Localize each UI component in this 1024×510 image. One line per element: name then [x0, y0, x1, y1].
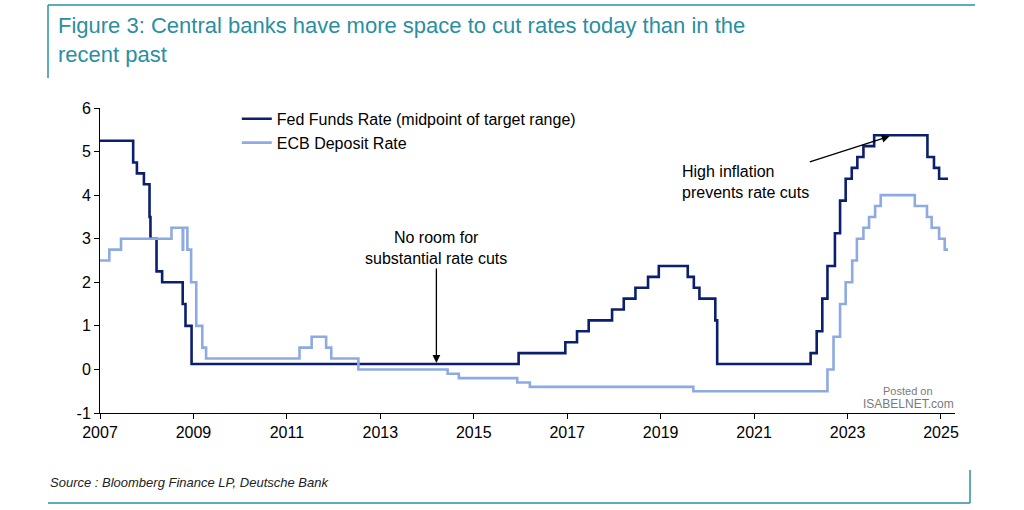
svg-text:2019: 2019 — [643, 424, 679, 441]
svg-text:Source : Bloomberg Finance LP,: Source : Bloomberg Finance LP, Deutsche … — [50, 475, 329, 490]
svg-text:1: 1 — [82, 317, 91, 334]
svg-text:2017: 2017 — [549, 424, 585, 441]
svg-text:No room forsubstantial rate cu: No room forsubstantial rate cuts — [365, 229, 507, 267]
svg-text:2015: 2015 — [456, 424, 492, 441]
svg-text:2: 2 — [82, 274, 91, 291]
svg-text:Figure 3: Central banks have m: Figure 3: Central banks have more space … — [58, 13, 745, 67]
svg-text:5: 5 — [82, 143, 91, 160]
svg-text:4: 4 — [82, 187, 91, 204]
svg-text:Posted on: Posted on — [883, 385, 933, 397]
svg-text:2007: 2007 — [82, 424, 118, 441]
svg-text:2013: 2013 — [363, 424, 399, 441]
svg-text:2025: 2025 — [923, 424, 959, 441]
svg-text:High inflationprevents rate cu: High inflationprevents rate cuts — [682, 163, 809, 201]
svg-text:6: 6 — [82, 100, 91, 117]
svg-text:Fed Funds Rate (midpoint of ta: Fed Funds Rate (midpoint of target range… — [277, 111, 576, 128]
svg-text:0: 0 — [82, 361, 91, 378]
svg-text:2023: 2023 — [830, 424, 866, 441]
svg-text:2011: 2011 — [270, 424, 305, 441]
svg-text:3: 3 — [82, 230, 91, 247]
svg-text:ECB Deposit Rate: ECB Deposit Rate — [277, 135, 407, 152]
svg-text:ISABELNET.com: ISABELNET.com — [863, 397, 954, 411]
svg-text:2021: 2021 — [736, 424, 772, 441]
svg-text:2009: 2009 — [176, 424, 212, 441]
svg-text:-1: -1 — [77, 405, 91, 422]
